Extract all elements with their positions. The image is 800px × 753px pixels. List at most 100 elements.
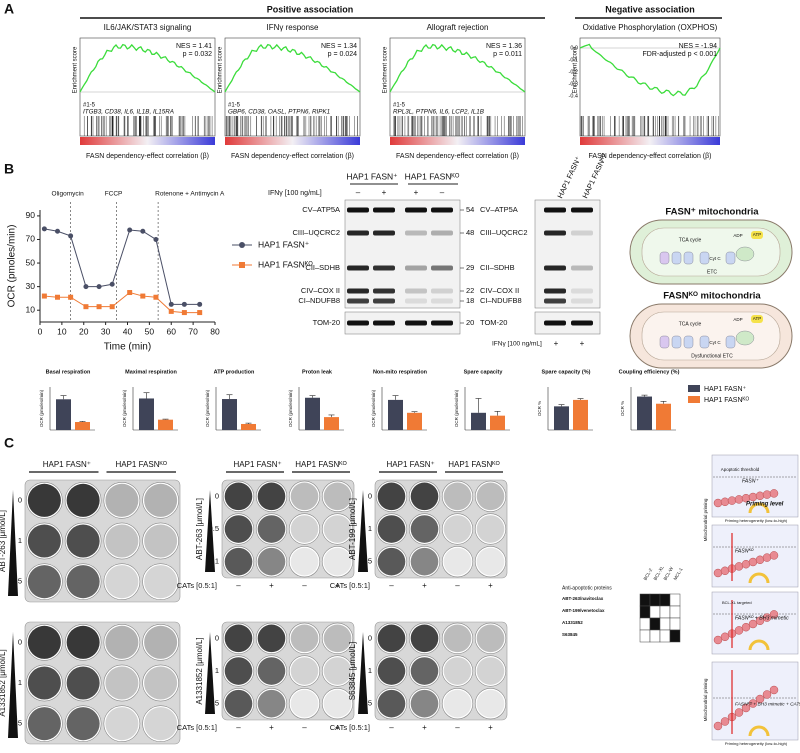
- point: [181, 310, 187, 316]
- x-tick-label: 30: [101, 326, 111, 336]
- x-tick-label: 60: [167, 326, 177, 336]
- series-line: [44, 228, 200, 305]
- bar-title: Maximal respiration: [125, 369, 177, 375]
- matrix-cell: [659, 593, 671, 607]
- cell: [769, 610, 779, 619]
- well: [288, 622, 321, 654]
- point: [68, 294, 74, 300]
- bar: [554, 406, 569, 430]
- rank: #1-5: [83, 103, 96, 109]
- legend-marker: [239, 242, 245, 248]
- band: [431, 207, 453, 213]
- cell: [741, 623, 751, 632]
- well-stain: [105, 483, 139, 517]
- group-header: Positive association: [267, 4, 354, 14]
- adp: ADP: [733, 317, 742, 322]
- dose-label: 2.5: [12, 577, 22, 586]
- well-stain: [476, 689, 505, 718]
- cell: [755, 616, 765, 625]
- point: [55, 294, 60, 300]
- complex: [683, 251, 694, 265]
- priming-box: [711, 454, 799, 518]
- x-label: FASN dependency-effect correlation (β): [231, 153, 354, 160]
- well: [474, 546, 507, 578]
- band: [431, 265, 453, 271]
- y-label: A1331852 [μmol/L]: [0, 649, 7, 716]
- y-label: OCR (pmoles/min): [205, 389, 210, 427]
- point: [127, 290, 133, 296]
- matrix-row: A1331852: [562, 620, 583, 625]
- sign: +: [422, 723, 427, 732]
- cell: [762, 690, 772, 699]
- cell: [727, 496, 737, 505]
- point: [127, 227, 133, 233]
- well: [474, 513, 507, 545]
- cell: [769, 685, 779, 695]
- group-label: HAP1 FASN⁺: [234, 460, 282, 469]
- gauge: [748, 502, 770, 514]
- well: [474, 655, 507, 687]
- bar: [471, 412, 486, 430]
- cell: [734, 708, 744, 717]
- group-header: Negative association: [605, 4, 695, 14]
- priming-box: [711, 524, 799, 588]
- band: [431, 288, 453, 294]
- bar: [388, 399, 403, 430]
- point: [181, 301, 187, 307]
- bar: [75, 422, 90, 430]
- y-label: OCR (pmoles/min): [7, 225, 18, 308]
- p-value: p = 0.011: [493, 51, 522, 58]
- band: [373, 288, 395, 294]
- bar: [222, 399, 237, 430]
- well-stain: [144, 565, 178, 599]
- panel-label: C: [4, 435, 14, 451]
- bar-title: Proton leak: [302, 369, 333, 375]
- matrix-cell: [659, 617, 671, 631]
- well: [321, 480, 354, 512]
- gsea-title: IFNγ response: [266, 23, 319, 32]
- sign: +: [269, 723, 274, 732]
- cats-label: CATs [0.5:1]: [330, 723, 370, 732]
- dose-label: 0: [368, 491, 372, 500]
- well-stain: [323, 689, 352, 718]
- marker: 22: [466, 286, 474, 295]
- well-stain: [323, 624, 352, 653]
- legend-label: HAP1 FASNᴷᴼ: [258, 259, 313, 269]
- well-stain: [377, 482, 406, 511]
- atp-synthase: [735, 246, 755, 262]
- dose-label: 2.5: [362, 699, 372, 708]
- dose-label: 2.5: [209, 699, 219, 708]
- matrix-cell: [639, 617, 651, 631]
- cell: [713, 498, 723, 508]
- bar-title: Basal respiration: [46, 369, 91, 375]
- cell: [762, 490, 772, 499]
- x-tick-label: 20: [79, 326, 89, 336]
- point: [153, 294, 159, 300]
- well-stain: [105, 625, 139, 659]
- state-label: FASNᴷᴼ + BH3 mimetic: [735, 615, 789, 621]
- well-stain: [323, 547, 352, 576]
- cell: [720, 497, 730, 506]
- nes: NES = -1.94: [679, 43, 717, 50]
- well: [103, 664, 141, 702]
- well-stain: [443, 482, 472, 511]
- plate: [374, 479, 508, 579]
- dose-wedge: [205, 490, 215, 572]
- point: [109, 304, 115, 310]
- gsea-curve: [579, 43, 721, 97]
- band: [544, 288, 566, 294]
- well-stain: [257, 624, 286, 653]
- dose-label: 1: [368, 666, 372, 675]
- cell: [748, 492, 758, 502]
- gsea-frame: [579, 37, 721, 137]
- band: [571, 230, 593, 236]
- bar: [56, 399, 71, 430]
- bar-title: Coupling efficiency (%): [619, 369, 680, 375]
- well: [321, 546, 354, 578]
- band: [571, 265, 593, 271]
- well-stain: [290, 657, 319, 685]
- y-label: ABT-199 [μmol/L]: [348, 498, 357, 560]
- y-label: OCR (pmoles/min): [288, 389, 293, 427]
- cats-label: CATs [0.5:1]: [177, 723, 217, 732]
- matrix-cell: [649, 629, 661, 643]
